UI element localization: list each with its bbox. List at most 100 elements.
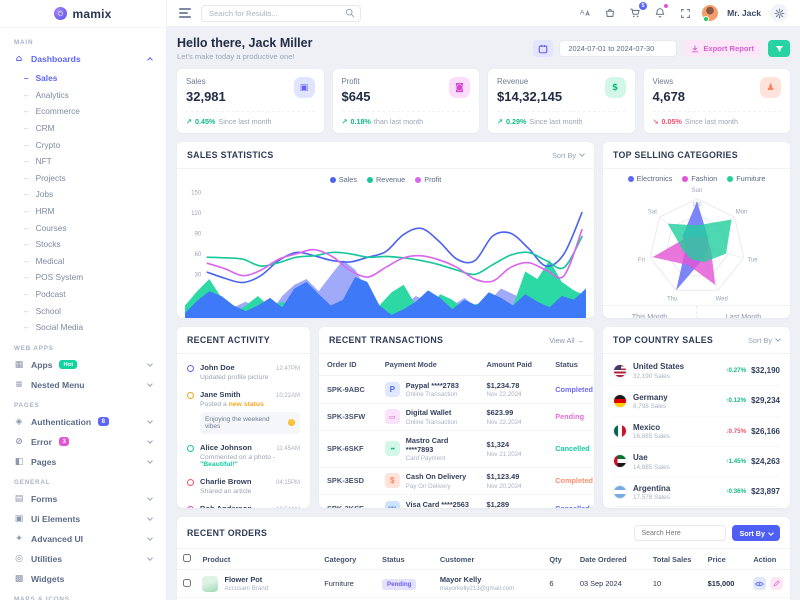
sort-by-dropdown[interactable]: Sort By (552, 151, 585, 160)
shop-bag-icon[interactable] (602, 5, 618, 21)
sidebar-subitem[interactable]: – Analytics (24, 89, 69, 100)
country-row[interactable]: Uae 14,885 Sales ↑1.45% $24,263 (613, 447, 780, 478)
sidebar-heading-webapps: WEB APPS (14, 344, 54, 352)
sales-line-area-chart: 1501209060300 (185, 189, 586, 318)
svg-text:Sat: Sat (647, 209, 656, 215)
country-flag-icon (613, 393, 627, 408)
svg-text:30: 30 (194, 271, 201, 278)
sidebar-subitem[interactable]: – Sales (24, 73, 58, 84)
sidebar-item[interactable]: ▤ Forms (0, 489, 166, 509)
sort-by-dropdown[interactable]: Sort By (748, 336, 781, 345)
search-input[interactable] (201, 4, 361, 22)
this-month-label: This Month (631, 312, 668, 318)
cart-icon[interactable]: 5 (627, 2, 648, 21)
country-flag-icon (613, 484, 627, 499)
sidebar-heading-maps: MAPS & ICONS (14, 595, 70, 600)
view-all-link[interactable]: View All → (549, 335, 584, 345)
sidebar-subitem[interactable]: – POS System (24, 272, 84, 283)
date-range-input[interactable] (559, 40, 678, 57)
sidebar-heading-main: MAIN (14, 39, 34, 46)
sidebar-subitem[interactable]: – Crypto (24, 139, 61, 150)
export-icon (692, 44, 699, 52)
user-name: Mr. Jack (727, 8, 761, 18)
chevron-down-icon (147, 457, 153, 464)
sidebar-subitem[interactable]: – Medical (24, 255, 65, 266)
country-row[interactable]: Germany 8,798 Sales ↑0.12% $29,234 (613, 386, 780, 417)
svg-text:150: 150 (191, 189, 202, 196)
sidebar-item[interactable]: ◈ Authentication 8 (0, 412, 166, 432)
edit-pencil-icon[interactable] (770, 577, 784, 590)
recent-transactions-card: RECENT TRANSACTIONS View All → Order ID … (319, 327, 594, 508)
stats-row: Sales 32,981 ▣ ↗ 0.45% Since last month … (177, 69, 790, 133)
sidebar-subitem[interactable]: – HRM (24, 206, 55, 217)
select-all-checkbox[interactable] (183, 554, 191, 562)
status-quote: Enjoying the weekend vibes (200, 411, 300, 434)
product-thumbnail (202, 575, 219, 592)
dashboards-icon: ⌂ (15, 54, 23, 64)
sidebar-subitem[interactable]: – Ecommerce (24, 106, 80, 117)
fullscreen-icon[interactable] (677, 5, 693, 21)
sidebar-subitem[interactable]: – Social Media (24, 322, 84, 333)
sidebar-item[interactable]: ✦ Advanced UI (0, 529, 166, 549)
trend-arrow-icon: ↗ (186, 117, 193, 126)
sidebar-subitem[interactable]: – CRM (24, 123, 55, 134)
orders-search-input[interactable] (634, 525, 727, 541)
calendar-icon[interactable] (533, 40, 554, 57)
transaction-row[interactable]: SPK-3KSE Visa Card ****2563Card Payment … (319, 495, 594, 508)
sidebar-subitem[interactable]: – NFT (24, 156, 52, 167)
chart-legend: Sales Revenue Profit (177, 169, 594, 184)
svg-text:Tue: Tue (747, 258, 758, 264)
view-icon[interactable] (753, 577, 767, 590)
sidebar-subitem[interactable]: – Podcast (24, 289, 66, 300)
sidebar-item[interactable]: ◎ Utilities (0, 549, 166, 569)
chevron-down-icon (147, 360, 153, 367)
chevron-down-icon (775, 336, 781, 342)
filter-button[interactable] (768, 40, 790, 57)
sidebar-item[interactable]: ◧ Pages (0, 452, 166, 472)
payment-method-icon (384, 500, 400, 508)
sidebar-item[interactable]: ≡ Nested Menu (0, 375, 166, 395)
notifications-bell-icon[interactable] (652, 4, 669, 21)
trend-arrow-icon: ↘ (652, 117, 659, 126)
menu-toggle-icon[interactable] (179, 6, 191, 20)
country-row[interactable]: Russia10,118 Sales ↓0.68% $20,212 (613, 507, 780, 508)
sidebar-item[interactable]: ⊘ Error 3 (0, 432, 166, 452)
settings-gear-icon[interactable] (770, 4, 788, 22)
smiley-emoji-icon (288, 419, 295, 426)
sidebar-item[interactable]: ▩ Widgets (14, 573, 65, 584)
country-row[interactable]: Argentina 17,578 Sales ↑0.36% $23,897 (613, 477, 780, 508)
sidebar-subitem[interactable]: – School (24, 305, 61, 316)
orders-sort-button[interactable]: Sort By (732, 525, 780, 541)
country-row[interactable]: Mexico 16,885 Sales ↓0.75% $26,166 (613, 417, 780, 447)
panel-title: RECENT ACTIVITY (187, 335, 270, 345)
export-report-button[interactable]: Export Report (683, 40, 762, 57)
search-icon[interactable] (345, 8, 355, 18)
sidebar-subitem[interactable]: – Courses (24, 222, 67, 233)
order-row[interactable]: Head Phones Andrew Garfield (177, 597, 790, 600)
order-row[interactable]: Flower Pot Accusam Brand Furniture Pendin… (177, 569, 790, 598)
sidebar-subitem[interactable]: – Projects (24, 172, 66, 183)
country-row[interactable]: United States 32,190 Sales ↑0.27% $32,190 (613, 356, 780, 387)
sidebar-item[interactable]: ▦ Apps Hot (0, 355, 166, 375)
stat-card: Profit $645 ◙ ↗ 0.18% than last month (332, 69, 479, 133)
sidebar-subitem[interactable]: – Stocks (24, 239, 61, 250)
menu-icon: ⊘ (15, 436, 23, 447)
sidebar-subitem[interactable]: – Jobs (24, 189, 54, 200)
translate-icon[interactable]: A (577, 5, 593, 21)
page-title: Hello there, Jack Miller (177, 36, 313, 50)
sidebar-item[interactable]: ▣ Ui Elements (0, 509, 166, 529)
user-avatar[interactable] (702, 5, 719, 22)
brand-logo[interactable]: mamix (0, 0, 166, 28)
trend-arrow-icon: ↗ (497, 117, 504, 126)
status-text: Completed (555, 476, 593, 486)
sidebar-item-dashboards[interactable]: ⌂ Dashboards (0, 49, 166, 69)
menu-badge: Hot (59, 360, 78, 369)
recent-orders-card: RECENT ORDERS Sort By Product Category S… (177, 517, 790, 600)
country-flag-icon (613, 424, 627, 439)
row-checkbox[interactable] (183, 578, 191, 587)
